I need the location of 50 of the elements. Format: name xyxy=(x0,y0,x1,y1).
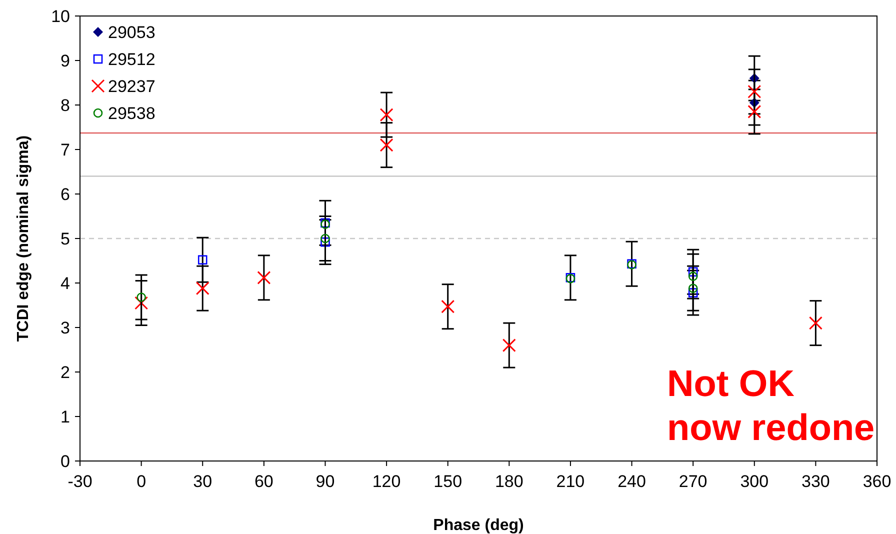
point xyxy=(196,282,210,296)
x-tick-label: 330 xyxy=(802,472,830,491)
point xyxy=(502,338,516,352)
point xyxy=(748,104,762,118)
point xyxy=(688,288,698,298)
point xyxy=(320,234,330,244)
point xyxy=(257,270,271,284)
point xyxy=(748,84,762,98)
point xyxy=(198,255,208,265)
annotation: Not OK now redone xyxy=(667,363,875,448)
y-tick-label: 1 xyxy=(60,408,70,426)
y-tick-label: 10 xyxy=(51,7,70,26)
x-tick-label: 360 xyxy=(862,472,892,491)
x-tick-label: 60 xyxy=(254,472,274,491)
y-tick-label: 2 xyxy=(60,363,70,382)
legend-label: 29237 xyxy=(108,77,156,96)
y-tick-label: 6 xyxy=(60,185,70,204)
point xyxy=(380,108,394,122)
x-tick-label: -30 xyxy=(68,472,92,491)
y-tick-label: 9 xyxy=(60,52,70,70)
x-tick-label: 0 xyxy=(136,472,146,491)
x-tick-label: 210 xyxy=(556,472,585,491)
x-axis-title: Phase (deg) xyxy=(433,517,524,534)
point xyxy=(134,296,148,310)
y-tick-label: 3 xyxy=(60,318,70,338)
legend-label: 29538 xyxy=(108,104,156,123)
point xyxy=(441,300,455,314)
x-tick-label: 180 xyxy=(494,472,524,491)
legend-label: 29053 xyxy=(108,23,156,42)
point xyxy=(136,292,146,302)
point xyxy=(688,267,698,277)
y-tick-label: 8 xyxy=(60,96,70,115)
point xyxy=(808,316,822,330)
x-tick-label: 150 xyxy=(434,472,462,491)
x-tick-label: 30 xyxy=(193,472,212,491)
point xyxy=(688,284,698,293)
y-tick-label: 7 xyxy=(60,140,70,160)
y-axis-title: TCDI edge (nominal sigma) xyxy=(15,135,32,342)
y-tick-label: 5 xyxy=(60,230,70,248)
point xyxy=(688,272,698,281)
x-tick-label: 120 xyxy=(372,472,401,491)
y-tick-label: 4 xyxy=(60,274,70,293)
y-tick-label: 0 xyxy=(60,452,70,471)
point xyxy=(320,237,330,247)
legend-label: 29512 xyxy=(108,50,156,69)
x-tick-label: 90 xyxy=(316,472,335,491)
x-tick-label: 240 xyxy=(618,472,646,491)
x-tick-label: 300 xyxy=(740,472,769,491)
x-tick-label: 270 xyxy=(678,472,708,491)
point xyxy=(380,138,394,152)
